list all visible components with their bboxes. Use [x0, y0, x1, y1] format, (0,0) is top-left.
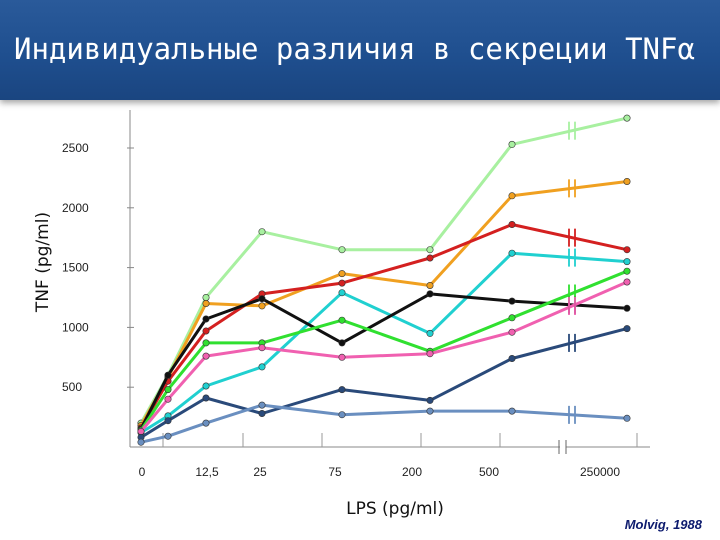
data-point: [338, 386, 346, 394]
data-point: [426, 329, 434, 337]
data-point: [338, 246, 346, 254]
data-point: [338, 339, 346, 347]
x-tick-label: 12,5: [195, 465, 219, 479]
y-tick-label: 1000: [62, 320, 89, 334]
data-point: [426, 281, 434, 289]
data-point: [258, 228, 266, 236]
data-point: [508, 297, 516, 305]
source-credit: Molvig, 1988: [624, 517, 702, 532]
data-point: [202, 315, 210, 323]
data-point: [508, 192, 516, 200]
data-point: [338, 353, 346, 361]
data-point: [202, 293, 210, 301]
data-point: [426, 290, 434, 298]
data-point: [623, 267, 631, 275]
series-line: [140, 251, 628, 434]
data-point: [202, 339, 210, 347]
data-point: [258, 302, 266, 310]
data-point: [164, 432, 172, 440]
x-tick-label: 75: [328, 465, 342, 479]
data-point: [623, 414, 631, 422]
data-point: [623, 278, 631, 286]
series-line: [139, 223, 628, 429]
data-point: [508, 407, 516, 415]
series-line: [139, 269, 628, 432]
data-point: [164, 417, 172, 425]
data-point: [202, 327, 210, 335]
data-point: [258, 295, 266, 303]
data-point: [426, 396, 434, 404]
data-point: [164, 371, 172, 379]
data-point: [508, 354, 516, 362]
series-line: [140, 403, 628, 444]
data-point: [338, 279, 346, 287]
series-line: [139, 280, 628, 433]
axes: 2500 2000 1500 1000 500 0 12,5 25 75 200 500 250000: [62, 110, 650, 479]
data-point: [623, 178, 631, 186]
series-6: [137, 278, 631, 435]
data-point: [623, 304, 631, 312]
data-point: [338, 316, 346, 324]
data-point: [623, 258, 631, 266]
data-point: [202, 299, 210, 307]
data-point: [338, 270, 346, 278]
y-tick-label: 500: [62, 380, 82, 394]
data-point: [202, 394, 210, 402]
page-title: Индивидуальные различия в секреции TNFα: [14, 32, 695, 66]
data-point: [258, 409, 266, 417]
x-tick-label: 200: [402, 465, 422, 479]
data-point: [623, 114, 631, 122]
data-point: [202, 419, 210, 427]
y-tick-label: 1500: [62, 261, 89, 275]
data-point: [508, 314, 516, 322]
data-point: [426, 254, 434, 262]
series-7: [137, 325, 631, 441]
data-point: [426, 246, 434, 254]
data-point: [338, 411, 346, 419]
break-marks: [568, 121, 576, 424]
data-point: [164, 395, 172, 403]
data-point: [137, 438, 145, 446]
data-point: [508, 140, 516, 148]
y-tick-label: 2000: [62, 201, 89, 215]
y-axis-label: TNF (pg/ml): [33, 212, 53, 313]
data-point: [202, 352, 210, 360]
data-point: [258, 363, 266, 371]
data-point: [338, 289, 346, 297]
data-point: [137, 427, 145, 435]
data-point: [258, 344, 266, 352]
data-point: [623, 246, 631, 254]
series-line: [140, 327, 628, 439]
data-point: [258, 401, 266, 409]
x-tick-label: 500: [479, 465, 499, 479]
series-line: [139, 292, 628, 430]
series-layer: [137, 114, 631, 446]
x-axis-label: LPS (pg/ml): [346, 499, 444, 519]
x-tick-label: 250000: [580, 465, 620, 479]
title-bar: Индивидуальные различия в секреции TNFα: [0, 0, 720, 100]
y-tick-label: 2500: [62, 141, 89, 155]
data-point: [508, 328, 516, 336]
x-tick-label: 0: [139, 465, 146, 479]
data-point: [426, 350, 434, 358]
data-point: [508, 221, 516, 229]
data-point: [508, 249, 516, 257]
data-point: [202, 382, 210, 390]
data-point: [164, 386, 172, 394]
x-tick-label: 25: [253, 465, 267, 479]
data-point: [426, 407, 434, 415]
data-point: [623, 325, 631, 333]
series-8: [137, 401, 631, 446]
